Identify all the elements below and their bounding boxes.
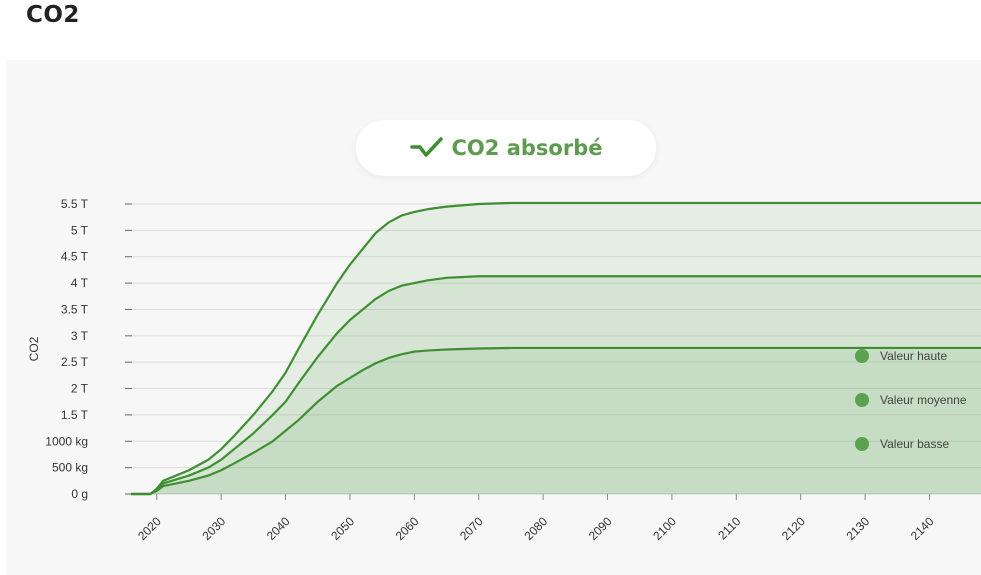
x-tick-label: 2050 (328, 514, 357, 543)
series-area (131, 276, 981, 494)
y-tick-label: 5.5 T (61, 197, 89, 211)
y-tick-label: 5 T (71, 223, 89, 237)
y-tick-label: 3.5 T (61, 302, 89, 316)
x-tick-label: 2100 (650, 514, 679, 543)
y-tick-label: 4.5 T (61, 250, 89, 264)
legend-label: Valeur basse (880, 437, 949, 451)
y-tick-label: 2 T (71, 382, 89, 396)
series-area (131, 347, 981, 494)
x-tick-label: 2040 (264, 514, 293, 543)
y-tick-label: 1.5 T (61, 408, 89, 422)
series-line (131, 275, 981, 496)
legend-item: Valeur basse (855, 437, 949, 451)
x-tick-label: 2060 (393, 514, 422, 543)
chart-title-badge: CO2 absorbé (356, 120, 656, 176)
legend-marker (855, 393, 869, 407)
legend-label: Valeur moyenne (880, 393, 967, 407)
x-tick-label: 2110 (715, 514, 743, 542)
y-tick-label: 2.5 T (61, 355, 89, 369)
page-title: CO2 (26, 2, 80, 28)
x-tick-label: 2020 (135, 514, 164, 543)
y-tick-label: 4 T (71, 276, 89, 290)
chart-title: CO2 absorbé (451, 136, 603, 160)
x-tick-label: 2140 (908, 514, 937, 543)
x-tick-label: 2030 (199, 514, 228, 543)
y-tick-label: 500 kg (52, 461, 88, 475)
x-tick-label: 2120 (779, 514, 808, 543)
x-tick-label: 2070 (457, 514, 486, 543)
y-axis-label: CO2 (27, 336, 41, 361)
trend-line-icon (409, 137, 443, 157)
legend-item: Valeur moyenne (855, 393, 967, 407)
x-tick-label: 2080 (521, 514, 550, 543)
legend-marker (855, 437, 869, 451)
series-line (131, 201, 981, 496)
legend-marker (855, 349, 869, 363)
y-tick-label: 3 T (71, 329, 89, 343)
legend-item: Valeur haute (855, 349, 947, 363)
x-tick-label: 2090 (586, 514, 615, 543)
x-tick-label: 2130 (843, 514, 872, 543)
y-tick-label: 0 g (71, 487, 88, 501)
y-tick-label: 1000 kg (45, 434, 88, 448)
series-line (131, 346, 981, 496)
legend-label: Valeur haute (880, 349, 947, 363)
